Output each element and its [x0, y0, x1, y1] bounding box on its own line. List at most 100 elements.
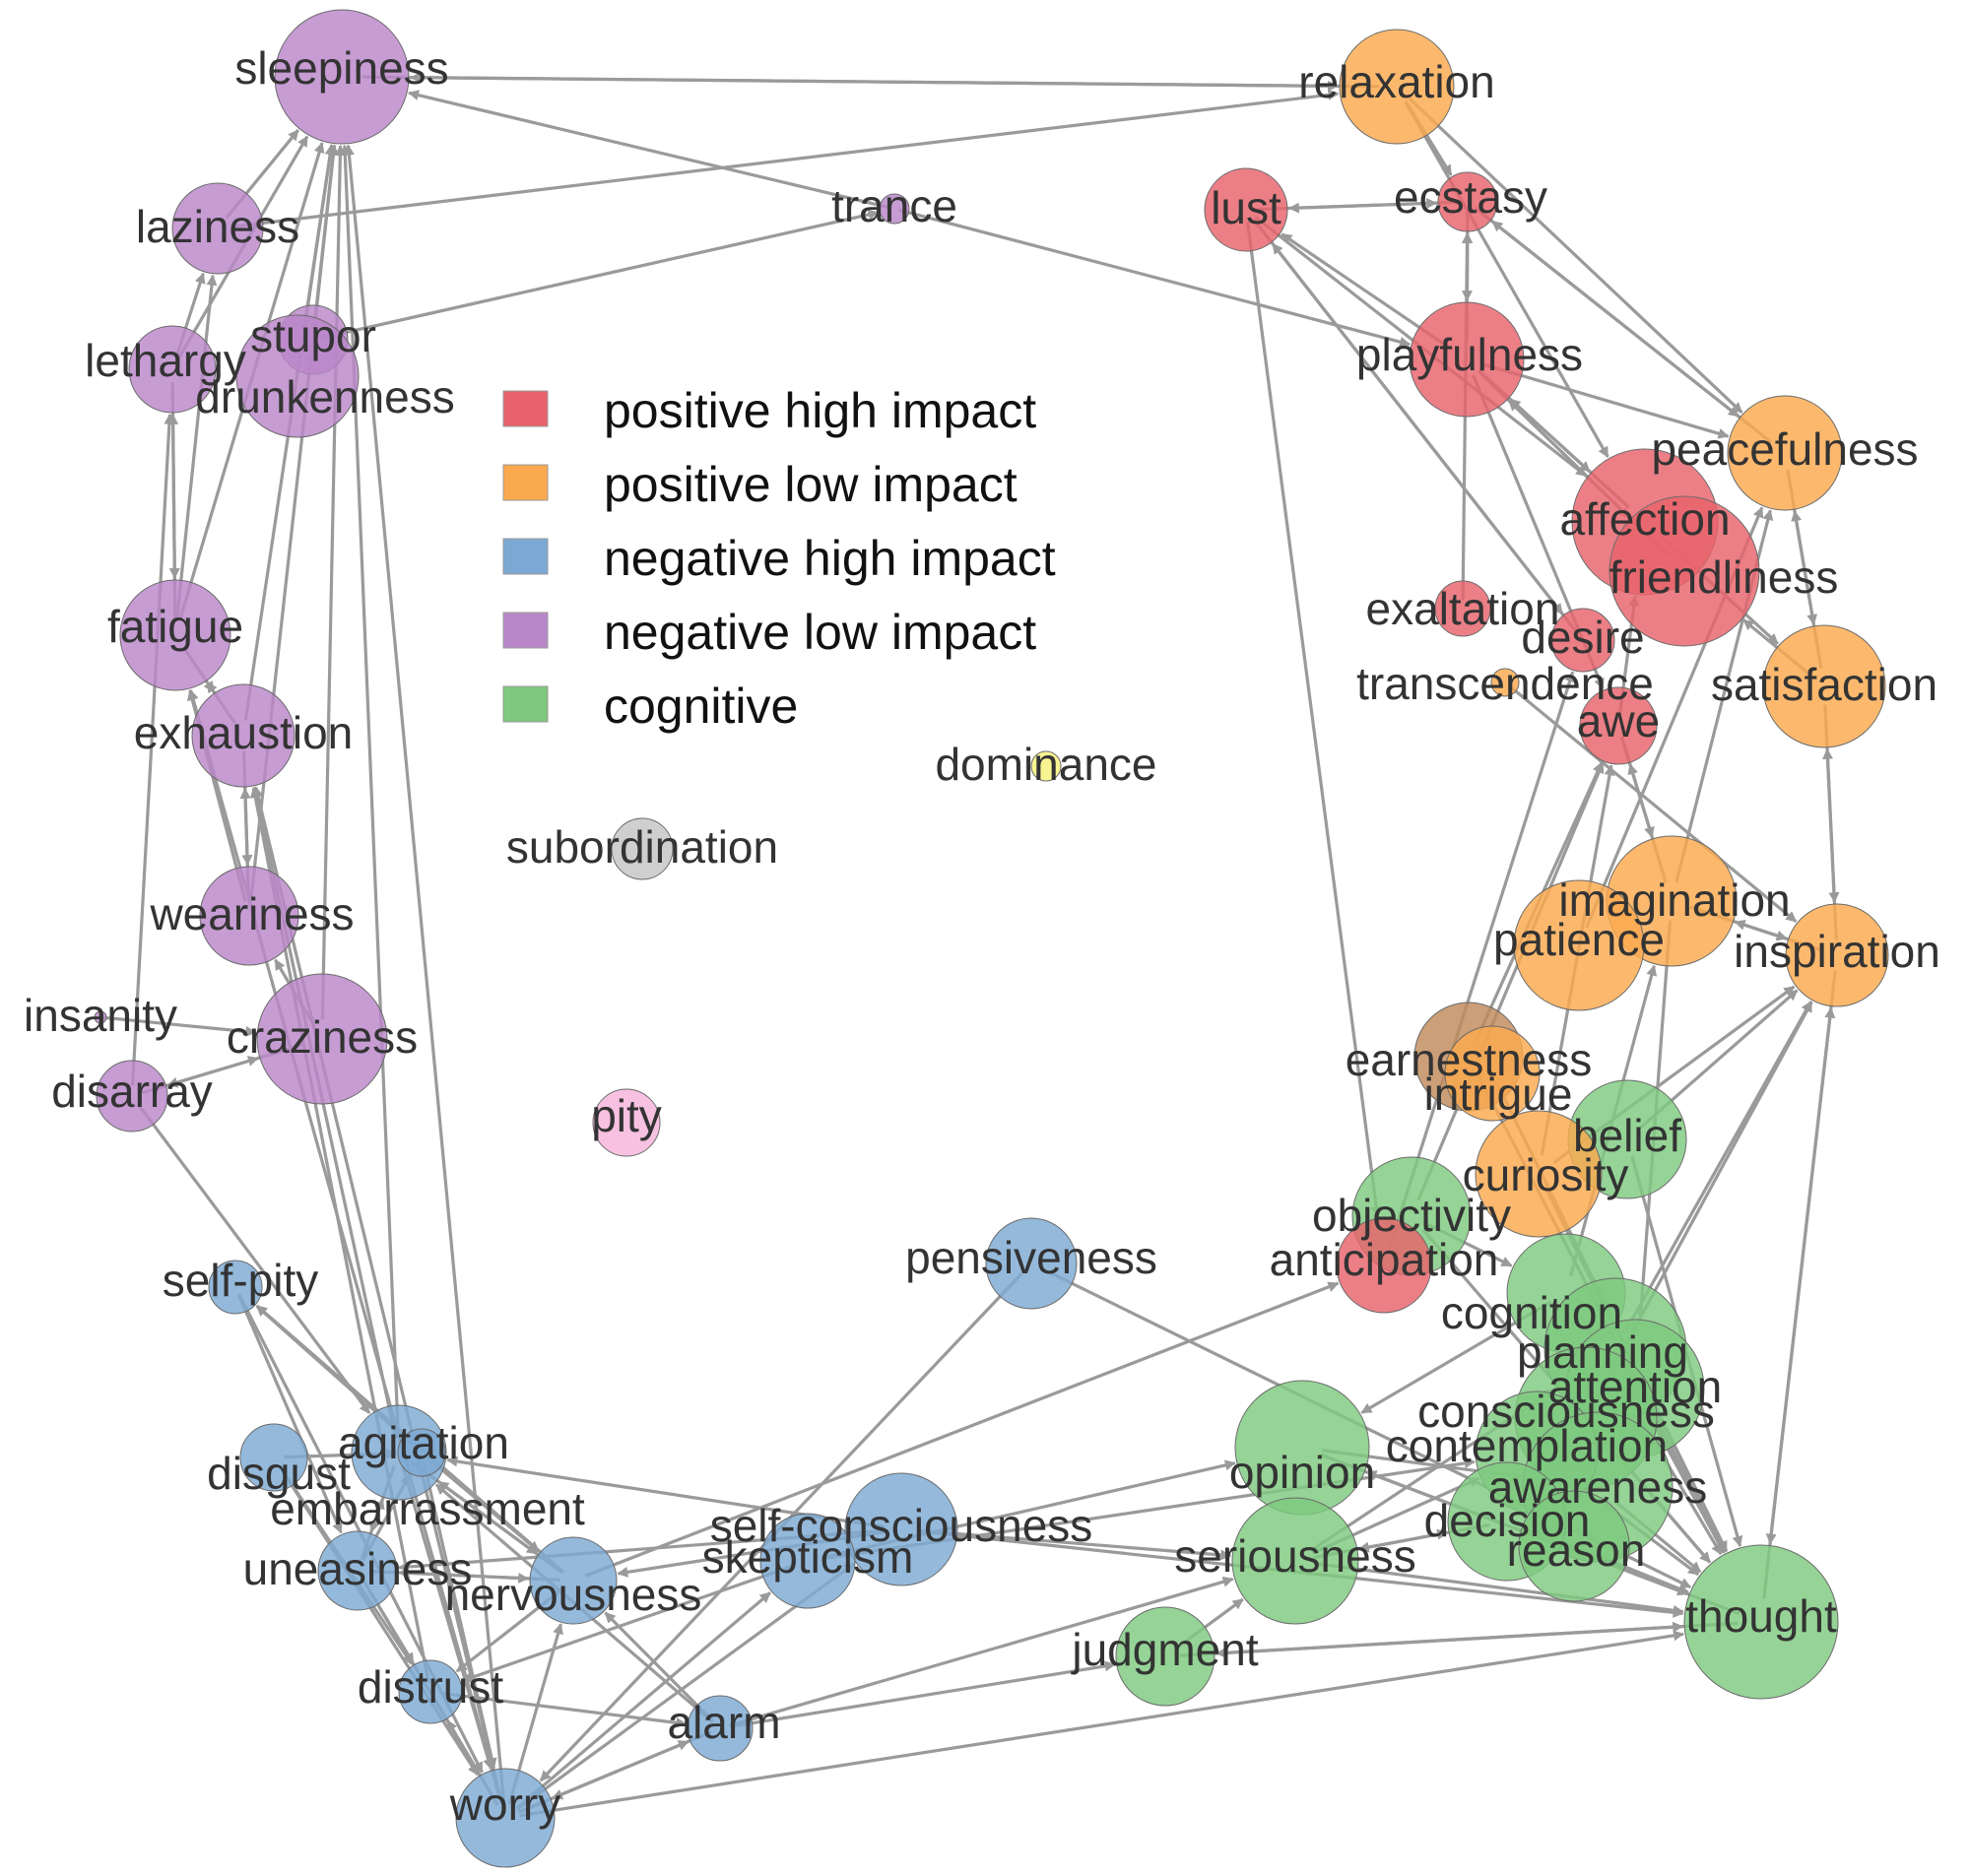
edge-alarm-to-nervousness	[604, 1611, 715, 1723]
edge-worry-to-exhaustion	[252, 786, 504, 1804]
node-anticipation	[1336, 1217, 1432, 1314]
node-label-craziness: craziness	[227, 1011, 418, 1063]
node-label-self-consciousness: self-consciousness	[710, 1500, 1093, 1551]
node-lust	[1204, 167, 1288, 252]
node-label-patience: patience	[1493, 914, 1665, 965]
legend-swatch-negative-high	[502, 538, 549, 575]
edge-relaxation-to-peacefulness	[1408, 97, 1743, 414]
edge-weariness-to-sleepiness	[249, 144, 339, 902]
edge-ecstasy-to-lust	[1287, 200, 1460, 214]
node-label-exhaustion: exhaustion	[134, 707, 354, 758]
node-label-desire: desire	[1521, 612, 1644, 663]
node-label-laziness: laziness	[136, 201, 299, 252]
node-label-peacefulness: peacefulness	[1651, 423, 1918, 475]
node-self-consciousness	[844, 1472, 958, 1586]
node-label-transcendence: transcendence	[1356, 658, 1654, 709]
legend-swatch-positive-low	[502, 464, 549, 501]
node-label-pensiveness: pensiveness	[905, 1232, 1157, 1283]
node-exhaustion	[191, 683, 296, 788]
node-drunkenness	[235, 314, 360, 438]
node-weariness	[199, 866, 299, 966]
node-label-seriousness: seriousness	[1174, 1530, 1415, 1582]
node-friendliness	[1609, 495, 1760, 647]
node-uneasiness	[317, 1530, 398, 1611]
legend-swatch-positive-high	[502, 390, 549, 427]
legend-swatch-negative-low	[502, 612, 549, 649]
node-curiosity	[1475, 1110, 1603, 1238]
node-label-insanity: insanity	[24, 990, 177, 1041]
node-awe	[1579, 686, 1658, 765]
node-label-disarray: disarray	[51, 1066, 213, 1117]
node-label-consciousness: consciousness	[1417, 1386, 1715, 1437]
node-label-uneasiness: uneasiness	[243, 1543, 473, 1594]
edge-disarray-to-agitation	[137, 1103, 371, 1414]
edge-peacefulness-to-ecstasy	[1491, 220, 1773, 444]
edge-disarray-to-lethargy	[131, 413, 175, 1086]
node-label-nervousness: nervousness	[445, 1569, 702, 1620]
node-fatigue	[119, 579, 231, 691]
node-sleepiness	[274, 9, 410, 145]
node-insanity	[94, 1010, 107, 1024]
node-craziness	[256, 973, 388, 1105]
node-label-worry: worry	[449, 1779, 560, 1830]
node-disgust	[239, 1423, 308, 1492]
node-label-inspiration: inspiration	[1734, 926, 1940, 977]
node-label-ecstasy: ecstasy	[1394, 171, 1547, 223]
edge-craziness-to-sleepiness	[320, 144, 346, 1020]
node-skepticism	[759, 1513, 856, 1609]
edge-agitation-to-worry	[401, 1465, 493, 1771]
edge-relaxation-to-affection	[1404, 100, 1609, 458]
legend-label-positive-low: positive low impact	[604, 457, 1018, 512]
node-laziness	[171, 182, 264, 275]
node-nervousness	[529, 1536, 618, 1625]
node-label-distrust: distrust	[358, 1661, 503, 1713]
node-label-subordination: subordination	[506, 821, 778, 873]
edge-stupor-to-trance	[322, 209, 880, 340]
node-label-attention: attention	[1548, 1361, 1722, 1412]
edge-worry-to-sleepiness	[343, 144, 506, 1804]
edge-trance-to-playfulness	[897, 208, 1412, 348]
edge-distrust-to-alarm	[439, 1691, 688, 1728]
node-ecstasy	[1437, 171, 1498, 232]
edge-self-pity-to-uneasiness	[236, 1293, 343, 1534]
node-label-reason: reason	[1507, 1524, 1646, 1576]
node-trance	[879, 193, 910, 225]
node-label-judgment: judgment	[1070, 1624, 1258, 1675]
edge-playfulness-to-peacefulness	[1482, 362, 1730, 439]
node-reason	[1518, 1490, 1630, 1602]
node-label-self-pity: self-pity	[163, 1255, 318, 1306]
edge-laziness-to-relaxation	[230, 89, 1340, 228]
edge-objectivity-to-awe	[1416, 761, 1605, 1201]
edge-planning-to-inspiration	[1624, 1001, 1812, 1331]
node-label-planning: planning	[1517, 1326, 1688, 1378]
node-transcendence	[1490, 668, 1520, 697]
legend-swatch-cognitive	[502, 685, 549, 723]
node-label-awe: awe	[1577, 695, 1660, 746]
node-pity	[592, 1088, 661, 1157]
node-label-friendliness: friendliness	[1609, 551, 1839, 603]
node-patience	[1513, 879, 1645, 1011]
node-label-anticipation: anticipation	[1270, 1234, 1499, 1285]
edge-anticipation-to-desire	[1386, 671, 1575, 1253]
node-subordination	[611, 817, 674, 880]
node-label-drunkenness: drunkenness	[195, 371, 454, 422]
edge-nervousness-to-anticipation	[584, 1281, 1340, 1578]
node-self-pity	[208, 1260, 263, 1315]
node-seriousness	[1231, 1497, 1359, 1625]
node-label-thought: thought	[1685, 1590, 1837, 1642]
edge-relaxation-to-sleepiness	[409, 72, 1380, 89]
node-thought	[1683, 1544, 1839, 1700]
node-label-satisfaction: satisfaction	[1711, 659, 1937, 710]
node-desire	[1550, 608, 1615, 673]
node-intrigue	[1444, 1025, 1541, 1122]
node-label-disgust: disgust	[207, 1448, 351, 1499]
node-label-earnestness: earnestness	[1346, 1034, 1593, 1085]
edge-worry-to-skepticism	[515, 1591, 771, 1810]
node-worry	[455, 1768, 556, 1868]
node-exaltation	[1434, 580, 1491, 637]
node-label-objectivity: objectivity	[1312, 1190, 1511, 1241]
node-label-affection: affection	[1559, 493, 1730, 545]
node-distrust	[398, 1659, 463, 1724]
node-inspiration	[1785, 903, 1889, 1007]
